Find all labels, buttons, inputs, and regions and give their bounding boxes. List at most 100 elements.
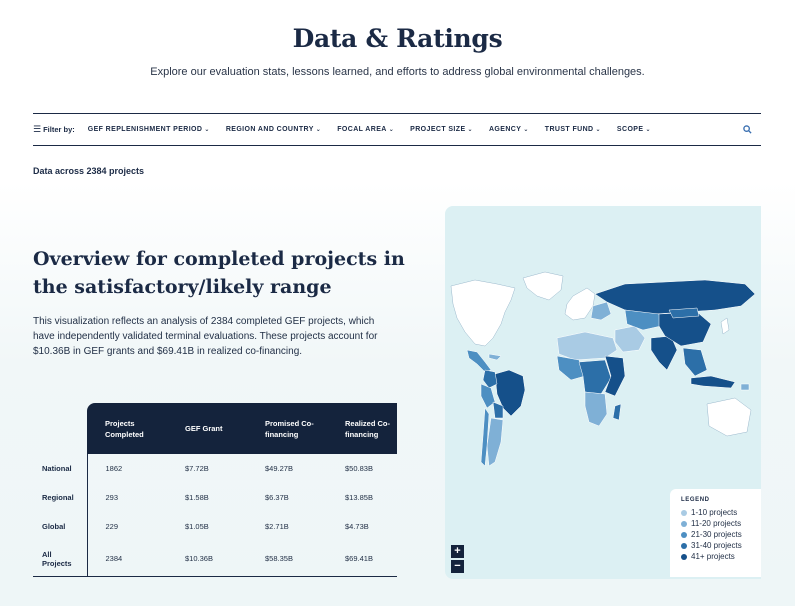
data-summary: Data across 2384 projects [33, 166, 144, 176]
overview-heading: Overview for completed projects in the s… [33, 245, 413, 301]
map-region-pacific-islands[interactable] [741, 384, 749, 390]
filter-label: Filter by: [43, 125, 75, 134]
filter-item-label: FOCAL AREA [337, 126, 387, 133]
legend-swatch [681, 543, 687, 549]
map-region-peru[interactable] [481, 384, 495, 408]
map-region-caribbean[interactable] [489, 354, 501, 360]
row-header: Global [33, 512, 87, 541]
row-header: All Projects [33, 541, 87, 577]
column-header: GEF Grant [167, 403, 247, 454]
table-cell: 1862 [87, 454, 167, 483]
chevron-down-icon: ⌄ [204, 126, 209, 133]
table-cell: $10.36B [167, 541, 247, 577]
search-button[interactable] [741, 124, 753, 136]
world-map-panel[interactable]: + − LEGEND 1-10 projects 11-20 projects … [445, 206, 761, 579]
map-region-mongolia[interactable] [669, 308, 699, 318]
legend-item: 41+ projects [681, 551, 761, 562]
page-title: Data & Ratings [0, 24, 795, 53]
legend-label: 31-40 projects [691, 541, 742, 550]
projects-table-container[interactable]: Projects Completed GEF Grant Promised Co… [33, 403, 397, 577]
map-region-north-america[interactable] [451, 280, 515, 346]
table-cell: $4.73B [327, 512, 397, 541]
legend-swatch [681, 521, 687, 527]
column-header: Projects Completed [87, 403, 167, 454]
map-region-north-africa[interactable] [557, 332, 617, 360]
map-region-middle-east[interactable] [615, 326, 645, 352]
table-cell: $49.27B [247, 454, 327, 483]
page-subtitle: Explore our evaluation stats, lessons le… [0, 66, 795, 78]
legend-swatch [681, 532, 687, 538]
column-header: Realized Co-financing [327, 403, 397, 454]
table-header-row: Projects Completed GEF Grant Promised Co… [33, 403, 397, 454]
world-choropleth-map[interactable] [445, 266, 761, 516]
column-header: Promised Co-financing [247, 403, 327, 454]
legend-swatch [681, 510, 687, 516]
map-region-australia[interactable] [707, 398, 751, 436]
map-region-greenland[interactable] [523, 272, 563, 300]
chevron-down-icon: ⌄ [468, 126, 473, 133]
table-cell: $2.71B [247, 512, 327, 541]
legend-label: 21-30 projects [691, 530, 742, 539]
table-row: Global 229 $1.05B $2.71B $4.73B [33, 512, 397, 541]
map-region-southeast-asia[interactable] [683, 348, 707, 376]
filter-gef-replenishment-period[interactable]: GEF REPLENISHMENT PERIOD ⌄ [88, 126, 210, 133]
chevron-down-icon: ⌄ [523, 126, 528, 133]
filter-item-label: SCOPE [617, 126, 644, 133]
table-row: Regional 293 $1.58B $6.37B $13.85B [33, 483, 397, 512]
map-legend: LEGEND 1-10 projects 11-20 projects 21-3… [670, 489, 761, 577]
legend-title: LEGEND [681, 497, 761, 503]
table-cell: 293 [87, 483, 167, 512]
projects-table: Projects Completed GEF Grant Promised Co… [33, 403, 397, 577]
map-region-eastern-europe[interactable] [591, 302, 611, 320]
chevron-down-icon: ⌄ [595, 126, 600, 133]
filter-label-group: ☰ Filter by: [33, 124, 75, 135]
table-cell: $69.41B [327, 541, 397, 577]
table-cell: 2384 [87, 541, 167, 577]
table-cell: $50.83B [327, 454, 397, 483]
zoom-in-button[interactable]: + [451, 545, 464, 558]
table-corner [33, 403, 87, 454]
row-header: National [33, 454, 87, 483]
map-region-madagascar[interactable] [613, 404, 621, 420]
map-region-indonesia[interactable] [691, 376, 735, 388]
legend-label: 1-10 projects [691, 508, 737, 517]
filter-icon: ☰ [33, 124, 41, 135]
filter-project-size[interactable]: PROJECT SIZE ⌄ [410, 126, 473, 133]
filter-scope[interactable]: SCOPE ⌄ [617, 126, 651, 133]
table-cell: $1.05B [167, 512, 247, 541]
filter-item-label: REGION AND COUNTRY [226, 126, 314, 133]
search-icon [743, 125, 752, 134]
map-region-colombia[interactable] [483, 370, 497, 388]
legend-item: 1-10 projects [681, 507, 761, 518]
filter-bar: ☰ Filter by: GEF REPLENISHMENT PERIOD ⌄ … [33, 113, 761, 146]
map-region-europe[interactable] [565, 288, 595, 320]
legend-label: 11-20 projects [691, 519, 741, 528]
table-row: National 1862 $7.72B $49.27B $50.83B [33, 454, 397, 483]
map-region-central-america[interactable] [467, 350, 491, 372]
overview-description: This visualization reflects an analysis … [33, 314, 388, 359]
filter-region-and-country[interactable]: REGION AND COUNTRY ⌄ [226, 126, 321, 133]
table-cell: $1.58B [167, 483, 247, 512]
filter-item-label: PROJECT SIZE [410, 126, 465, 133]
chevron-down-icon: ⌄ [389, 126, 394, 133]
table-cell: 229 [87, 512, 167, 541]
map-region-russia[interactable] [595, 280, 755, 314]
filter-item-label: GEF REPLENISHMENT PERIOD [88, 126, 203, 133]
map-region-chile[interactable] [481, 408, 489, 466]
map-region-southern-africa[interactable] [585, 392, 607, 426]
chevron-down-icon: ⌄ [316, 126, 321, 133]
filter-agency[interactable]: AGENCY ⌄ [489, 126, 529, 133]
row-header: Regional [33, 483, 87, 512]
map-region-argentina[interactable] [487, 418, 503, 466]
table-cell: $13.85B [327, 483, 397, 512]
legend-item: 31-40 projects [681, 540, 761, 551]
map-region-japan[interactable] [721, 318, 729, 334]
legend-label: 41+ projects [691, 552, 735, 561]
zoom-out-button[interactable]: − [451, 560, 464, 573]
legend-swatch [681, 554, 687, 560]
filter-trust-fund[interactable]: TRUST FUND ⌄ [545, 126, 601, 133]
filter-item-label: TRUST FUND [545, 126, 594, 133]
table-cell: $7.72B [167, 454, 247, 483]
filter-focal-area[interactable]: FOCAL AREA ⌄ [337, 126, 394, 133]
table-cell: $6.37B [247, 483, 327, 512]
